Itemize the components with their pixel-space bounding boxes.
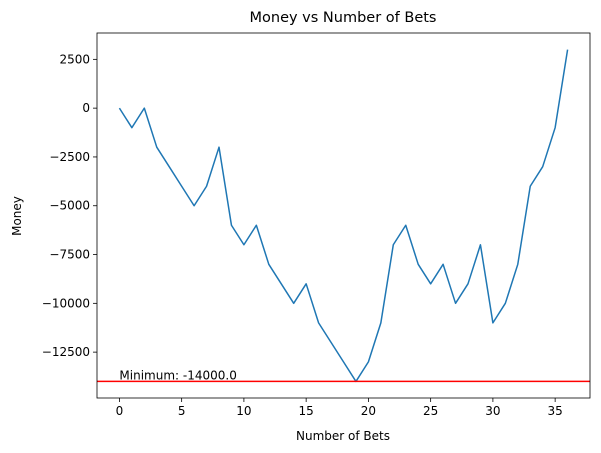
y-tick-label: 2500	[59, 52, 90, 66]
minimum-annotation: Minimum: -14000.0	[119, 368, 236, 382]
x-tick-label: 30	[485, 404, 500, 418]
y-axis-label: Money	[10, 196, 24, 236]
y-tick-label: −10000	[42, 296, 90, 310]
y-tick-label: −12500	[42, 345, 90, 359]
x-axis-label: Number of Bets	[296, 429, 390, 443]
x-tick-label: 10	[236, 404, 251, 418]
y-tick-label: −7500	[49, 248, 90, 262]
x-tick-label: 5	[178, 404, 186, 418]
x-tick-label: 15	[299, 404, 314, 418]
plot-frame	[96, 32, 591, 399]
x-tick-label: 25	[423, 404, 438, 418]
chart-title: Money vs Number of Bets	[250, 10, 437, 26]
y-tick-label: 0	[82, 101, 90, 115]
y-tick-label: −5000	[49, 199, 90, 213]
x-tick-label: 20	[361, 404, 376, 418]
x-tick-label: 0	[116, 404, 124, 418]
x-tick-label: 35	[548, 404, 563, 418]
series-line-0	[118, 49, 569, 383]
y-tick-label: −2500	[49, 150, 90, 164]
